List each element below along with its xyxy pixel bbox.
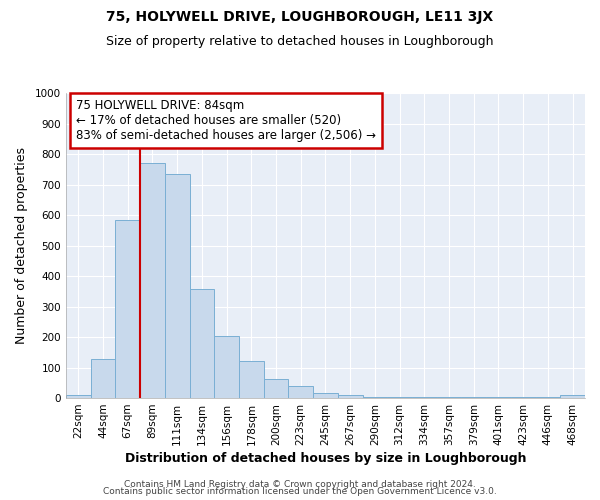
Text: 75, HOLYWELL DRIVE, LOUGHBOROUGH, LE11 3JX: 75, HOLYWELL DRIVE, LOUGHBOROUGH, LE11 3… xyxy=(106,10,494,24)
Text: Contains HM Land Registry data © Crown copyright and database right 2024.: Contains HM Land Registry data © Crown c… xyxy=(124,480,476,489)
Bar xyxy=(263,379,289,398)
Bar xyxy=(486,396,511,398)
Bar xyxy=(214,336,239,398)
Bar xyxy=(140,163,165,398)
Bar xyxy=(165,174,190,398)
Bar xyxy=(536,396,560,398)
X-axis label: Distribution of detached houses by size in Loughborough: Distribution of detached houses by size … xyxy=(125,452,526,465)
Bar xyxy=(412,396,437,398)
Bar xyxy=(239,362,263,398)
Bar xyxy=(91,360,115,398)
Bar xyxy=(66,395,91,398)
Bar xyxy=(387,396,412,398)
Text: 75 HOLYWELL DRIVE: 84sqm
← 17% of detached houses are smaller (520)
83% of semi-: 75 HOLYWELL DRIVE: 84sqm ← 17% of detach… xyxy=(76,99,376,142)
Y-axis label: Number of detached properties: Number of detached properties xyxy=(15,147,28,344)
Bar xyxy=(560,395,585,398)
Bar xyxy=(313,393,338,398)
Bar xyxy=(437,396,461,398)
Bar xyxy=(461,396,486,398)
Bar xyxy=(338,395,362,398)
Bar xyxy=(511,396,536,398)
Bar xyxy=(115,220,140,398)
Bar xyxy=(362,396,387,398)
Text: Contains public sector information licensed under the Open Government Licence v3: Contains public sector information licen… xyxy=(103,487,497,496)
Bar xyxy=(190,289,214,398)
Text: Size of property relative to detached houses in Loughborough: Size of property relative to detached ho… xyxy=(106,35,494,48)
Bar xyxy=(289,386,313,398)
